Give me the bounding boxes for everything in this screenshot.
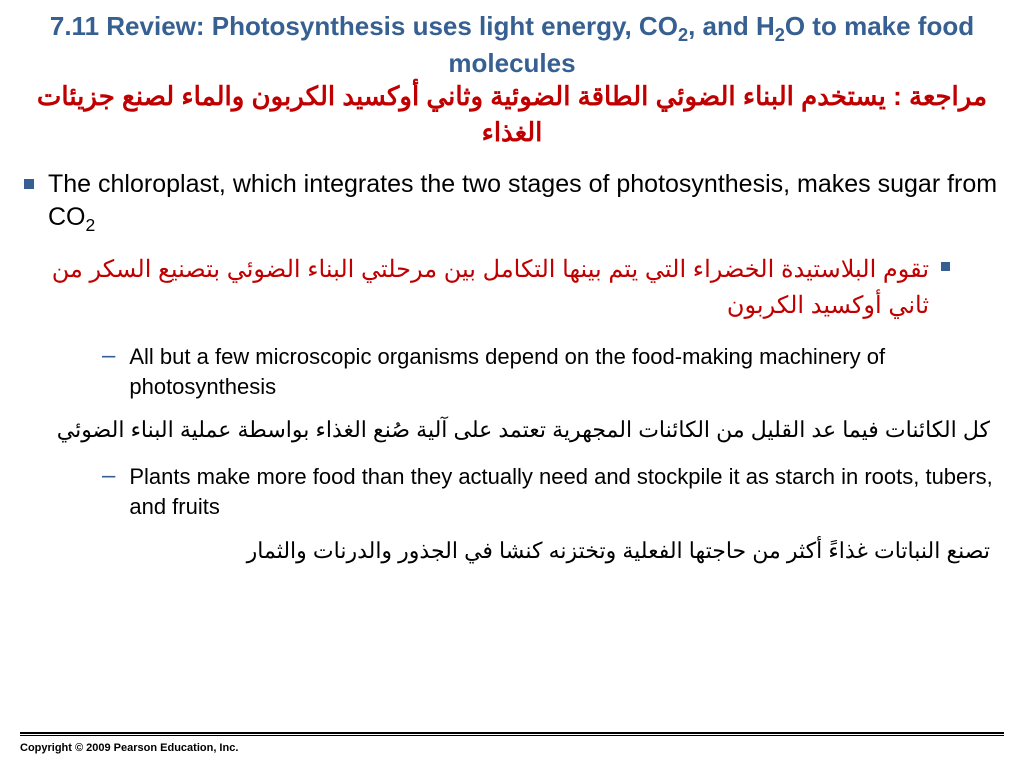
main-bullet-ar: تقوم البلاستيدة الخضراء التي يتم بينها ا… [24,252,1000,324]
main-bullet-text-en: The chloroplast, which integrates the tw… [48,168,1000,238]
sub-bullet-2-en: – Plants make more food than they actual… [24,462,1000,521]
copyright-text: Copyright © 2009 Pearson Education, Inc. [20,742,1004,754]
main-bullet-text-ar: تقوم البلاستيدة الخضراء التي يتم بينها ا… [34,252,929,324]
title-arabic: مراجعة : يستخدم البناء الضوئي الطاقة الض… [20,79,1004,149]
main-bullet-en: The chloroplast, which integrates the tw… [24,168,1000,238]
dash-bullet-icon: – [102,462,115,491]
title-english: 7.11 Review: Photosynthesis uses light e… [20,10,1004,79]
dash-bullet-icon: – [102,342,115,371]
sub-bullet-2-text-ar: تصنع النباتات غذاءً أكثر من حاجتها الفعل… [34,534,990,567]
sub-bullet-1-en: – All but a few microscopic organisms de… [24,342,1000,401]
sub-bullet-2-text-en: Plants make more food than they actually… [129,462,1000,521]
sub-bullet-1-text-ar: كل الكائنات فيما عد القليل من الكائنات ا… [34,413,990,446]
slide-footer: Copyright © 2009 Pearson Education, Inc. [20,732,1004,754]
square-bullet-icon [941,262,950,271]
square-bullet-icon [24,179,34,189]
sub-bullet-1-ar: كل الكائنات فيما عد القليل من الكائنات ا… [24,413,1000,446]
slide-body: The chloroplast, which integrates the tw… [20,168,1004,567]
footer-rule-thin [20,735,1004,736]
slide-title: 7.11 Review: Photosynthesis uses light e… [20,10,1004,150]
sub-bullet-2-ar: تصنع النباتات غذاءً أكثر من حاجتها الفعل… [24,534,1000,567]
footer-rule-thick [20,732,1004,734]
sub-bullet-1-text-en: All but a few microscopic organisms depe… [129,342,1000,401]
